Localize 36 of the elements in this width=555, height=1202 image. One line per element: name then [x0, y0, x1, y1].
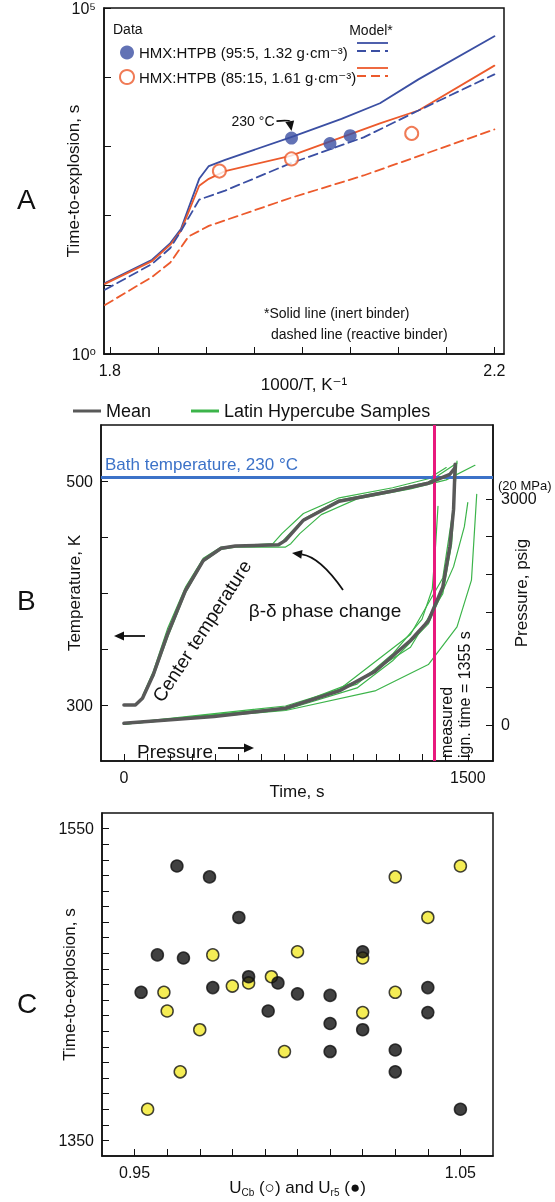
annotation: β-δ phase change	[248, 599, 402, 621]
annotation: dashed line (reactive binder)	[271, 326, 448, 342]
y2-tick-label: 3000	[501, 490, 537, 508]
legend-title: Data	[113, 21, 143, 37]
y-tick-label: 300	[66, 696, 94, 714]
x-tick-label: 0.95	[119, 1163, 151, 1181]
text: C	[17, 988, 38, 1019]
x-tick-label: 1.8	[98, 361, 121, 379]
legend-label: Latin Hypercube Samples	[224, 401, 431, 421]
x-tick-label: 2.2	[483, 361, 506, 379]
text: (20 MPa)	[498, 477, 552, 493]
y-tick-label: 1550	[58, 820, 95, 838]
ref-line-label: Bath temperature, 230 °C	[105, 455, 298, 475]
annotation: 230 °C	[231, 113, 275, 130]
y-tick-label: 1350	[58, 1131, 95, 1149]
y2-tick-label: 0	[501, 716, 510, 734]
y-axis-title: Time-to-explosion, s	[64, 104, 83, 258]
x-tick-label: 1.05	[444, 1163, 477, 1181]
y-axis-title: Time-to-explosion, s	[60, 908, 79, 1061]
y2-axis-title: Pressure, psig	[512, 538, 531, 648]
text: B	[17, 584, 36, 616]
x-axis-title: Time, s	[269, 782, 325, 801]
annotation: Model*	[349, 22, 394, 38]
y-axis-title: Temperature, K	[65, 534, 84, 652]
y-tick-label: 10⁰	[71, 345, 96, 363]
legend-label: HMX:HTPB (95:5, 1.32 g·cm⁻³)	[139, 44, 348, 61]
y-tick-label: 10⁵	[71, 0, 96, 17]
x-tick-label: 1500	[449, 768, 486, 786]
annotation: Pressure	[136, 740, 214, 762]
legend-label: HMX:HTPB (85:15, 1.61 g·cm⁻³)	[139, 68, 357, 86]
legend-label: Mean	[106, 401, 152, 421]
y-tick-label: 500	[66, 472, 94, 490]
annotation: *Solid line (inert binder)	[264, 305, 410, 321]
x-axis-title: 1000/T, K⁻¹	[260, 375, 348, 394]
text: A	[17, 183, 36, 215]
ref-line-label: measured ign. time = 1355 s	[438, 631, 474, 758]
